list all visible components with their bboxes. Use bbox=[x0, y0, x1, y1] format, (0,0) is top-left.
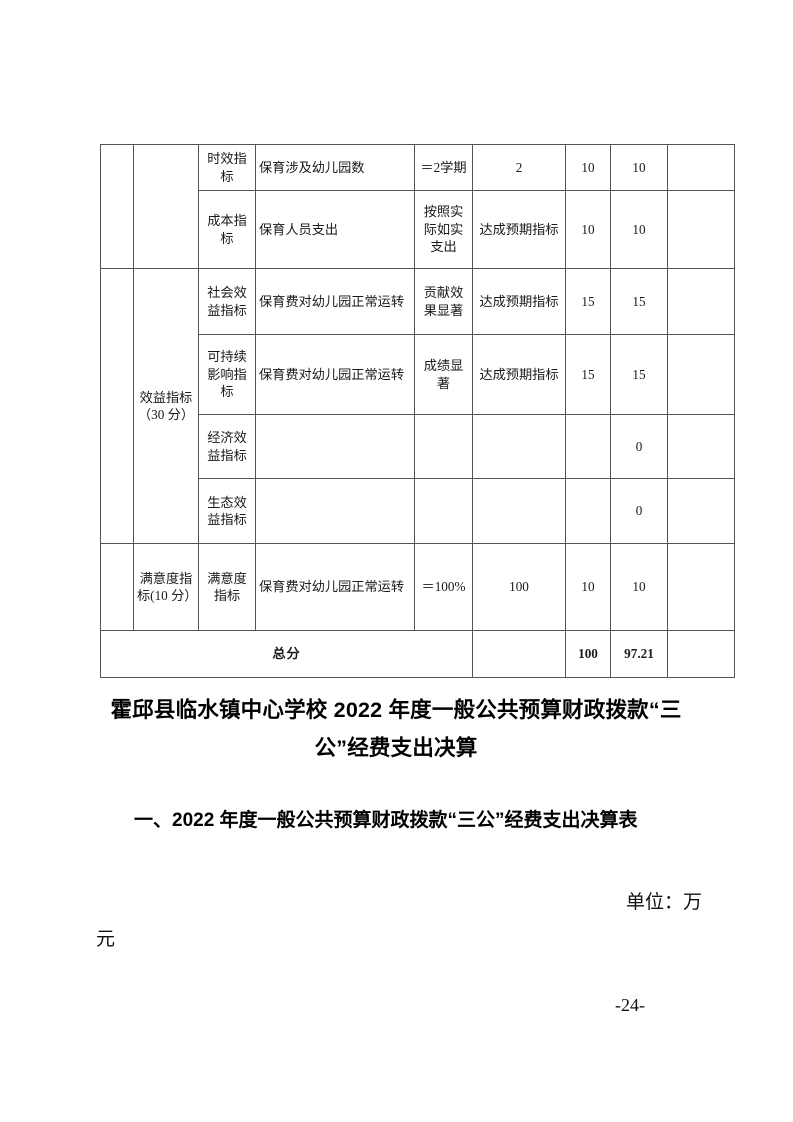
dimension-cell: 经济效益指标 bbox=[198, 414, 256, 479]
unit-note-line-2: 元 bbox=[96, 929, 116, 950]
category-cell-benefit: 效益指标（30 分） bbox=[133, 268, 199, 544]
page-title: 霍邱县临水镇中心学校 2022 年度一般公共预算财政拨款“三公”经费支出决算 bbox=[110, 698, 682, 760]
indicator-cell bbox=[255, 414, 415, 479]
actual-cell: 2 bbox=[472, 144, 566, 191]
score-cell: 10 bbox=[610, 190, 668, 269]
weight-cell bbox=[565, 478, 611, 544]
row-spacer-cell bbox=[100, 144, 134, 269]
performance-evaluation-table: 时效指标 保育涉及幼儿园数 ＝2学期 2 10 10 成本指标 保育人员支出 按… bbox=[100, 144, 735, 678]
target-cell: ＝2学期 bbox=[414, 144, 473, 191]
target-cell: ＝100% bbox=[414, 543, 473, 631]
unit-note-line-1: 单位：万 bbox=[625, 892, 702, 913]
note-cell bbox=[667, 268, 735, 335]
actual-cell bbox=[472, 478, 566, 544]
dimension-cell: 社会效益指标 bbox=[198, 268, 256, 335]
table-row: 效益指标（30 分） 社会效益指标 保育费对幼儿园正常运转 贡献效果显著 达成预… bbox=[100, 268, 735, 544]
indicator-cell bbox=[255, 478, 415, 544]
actual-cell bbox=[472, 414, 566, 479]
indicator-cell: 保育人员支出 bbox=[255, 190, 415, 269]
table-row: 经济效益指标 0 bbox=[101, 414, 735, 479]
indicator-cell: 保育费对幼儿园正常运转 bbox=[255, 268, 415, 335]
page-number: -24- bbox=[615, 995, 645, 1015]
total-actual-cell bbox=[472, 630, 566, 678]
actual-cell: 达成预期指标 bbox=[472, 334, 566, 415]
note-cell bbox=[667, 334, 735, 415]
score-cell: 0 bbox=[610, 414, 668, 479]
score-cell: 15 bbox=[610, 268, 668, 335]
row-spacer-cell bbox=[100, 268, 134, 544]
table-row: 满意度指标(10 分） 满意度指标 保育费对幼儿园正常运转 ＝100% 100 … bbox=[100, 543, 735, 631]
target-cell: 贡献效果显著 bbox=[414, 268, 473, 335]
target-cell bbox=[414, 478, 473, 544]
dimension-cell: 可持续影响指标 bbox=[198, 334, 256, 415]
dimension-cell: 满意度指标 bbox=[198, 543, 256, 631]
dimension-cell: 生态效益指标 bbox=[198, 478, 256, 544]
weight-cell: 10 bbox=[565, 543, 611, 631]
weight-cell bbox=[565, 414, 611, 479]
actual-cell: 100 bbox=[472, 543, 566, 631]
table-total-row: 总分 100 97.21 bbox=[100, 630, 735, 678]
total-weight-cell: 100 bbox=[565, 630, 611, 678]
table-row: 时效指标 保育涉及幼儿园数 ＝2学期 2 10 10 bbox=[100, 144, 735, 269]
total-note-cell bbox=[667, 630, 735, 678]
note-cell bbox=[667, 144, 735, 191]
table-row: 生态效益指标 0 bbox=[101, 478, 735, 544]
note-cell bbox=[667, 414, 735, 479]
actual-cell: 达成预期指标 bbox=[472, 268, 566, 335]
note-cell bbox=[667, 478, 735, 544]
total-label: 总分 bbox=[100, 630, 473, 678]
weight-cell: 15 bbox=[565, 334, 611, 415]
score-cell: 0 bbox=[610, 478, 668, 544]
weight-cell: 10 bbox=[565, 144, 611, 191]
weight-cell: 15 bbox=[565, 268, 611, 335]
dimension-cell: 时效指标 bbox=[198, 144, 256, 191]
weight-cell: 10 bbox=[565, 190, 611, 269]
table-row: 可持续影响指标 保育费对幼儿园正常运转 成绩显著 达成预期指标 15 15 bbox=[101, 334, 735, 415]
table-row: 成本指标 保育人员支出 按照实际如实支出 达成预期指标 10 10 bbox=[101, 190, 735, 269]
indicator-cell: 保育费对幼儿园正常运转 bbox=[255, 543, 415, 631]
score-cell: 10 bbox=[610, 144, 668, 191]
row-spacer-cell bbox=[100, 543, 134, 631]
actual-cell: 达成预期指标 bbox=[472, 190, 566, 269]
section-heading-1: 一、2022 年度一般公共预算财政拨款“三公”经费支出决算表 bbox=[134, 810, 638, 831]
target-cell: 按照实际如实支出 bbox=[414, 190, 473, 269]
target-cell bbox=[414, 414, 473, 479]
score-cell: 15 bbox=[610, 334, 668, 415]
target-cell: 成绩显著 bbox=[414, 334, 473, 415]
indicator-cell: 保育涉及幼儿园数 bbox=[255, 144, 415, 191]
dimension-cell: 成本指标 bbox=[198, 190, 256, 269]
indicator-cell: 保育费对幼儿园正常运转 bbox=[255, 334, 415, 415]
category-cell-satisfaction: 满意度指标(10 分） bbox=[133, 543, 199, 631]
category-cell-continued bbox=[133, 144, 199, 269]
note-cell bbox=[667, 190, 735, 269]
score-cell: 10 bbox=[610, 543, 668, 631]
total-score-cell: 97.21 bbox=[610, 630, 668, 678]
note-cell bbox=[667, 543, 735, 631]
